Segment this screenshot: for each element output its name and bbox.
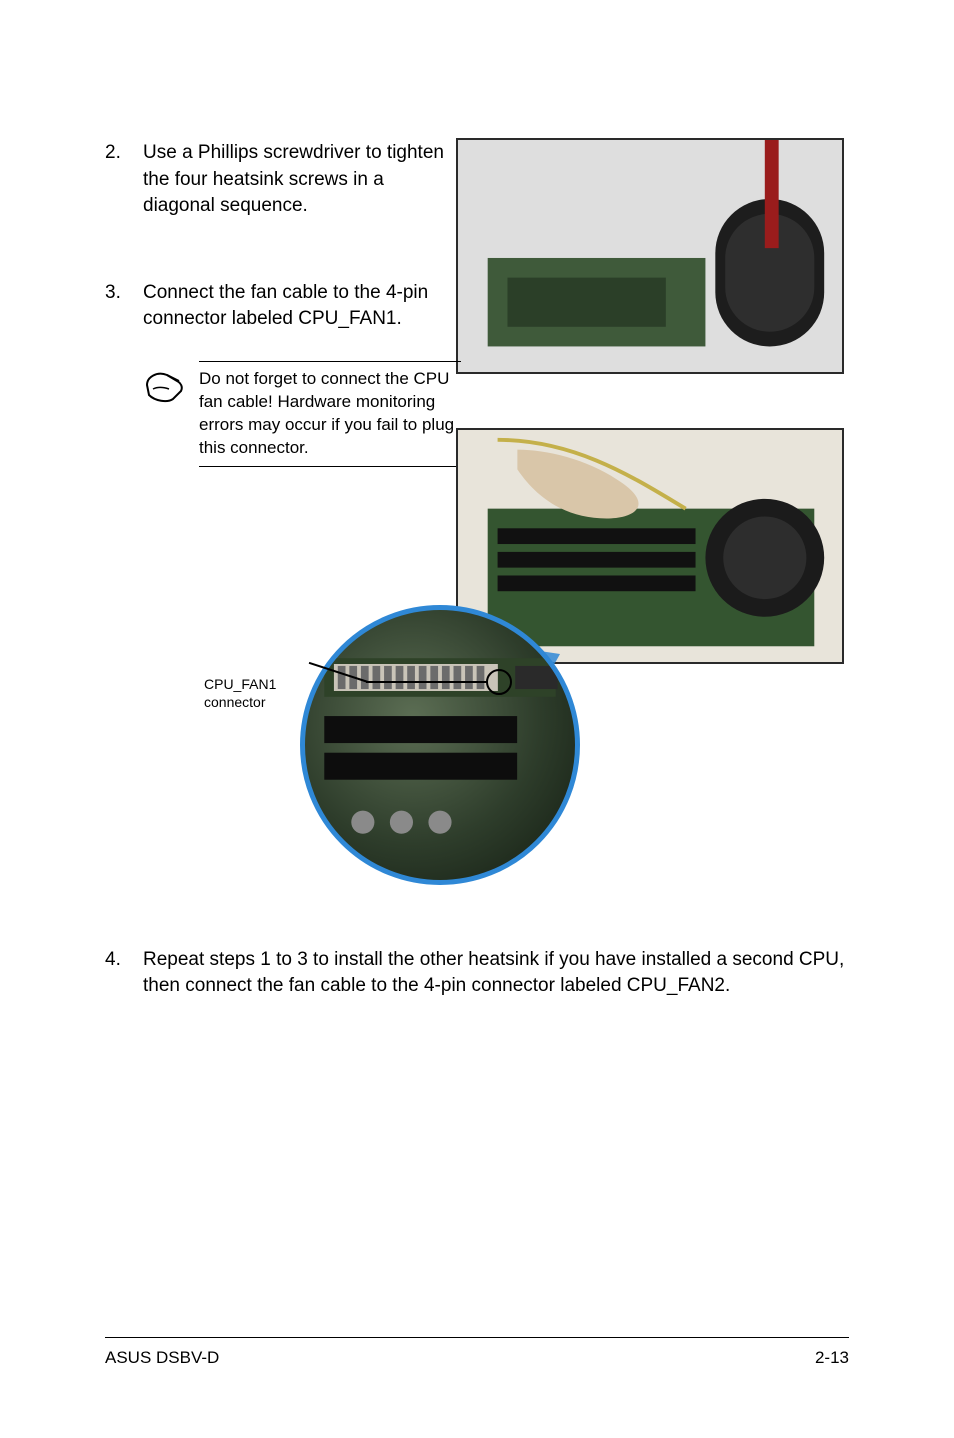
note-text-wrap: Do not forget to connect the CPU fan cab… [199, 361, 461, 467]
step-number: 4. [105, 947, 143, 974]
step-text: Connect the fan cable to the 4-pin conne… [143, 280, 453, 467]
step-number: 3. [105, 280, 143, 307]
hand-note-icon [143, 361, 199, 405]
step-4: 4. Repeat steps 1 to 3 to install the ot… [105, 947, 849, 1000]
cpu-fan-label-line2: connector [204, 694, 265, 710]
note-rule-bottom [199, 466, 461, 467]
footer-right: 2-13 [815, 1348, 849, 1368]
zoom-circle [300, 605, 580, 885]
step-3-text: Connect the fan cable to the 4-pin conne… [143, 280, 453, 333]
page-footer: ASUS DSBV-D 2-13 [105, 1337, 849, 1368]
step-text: Repeat steps 1 to 3 to install the other… [143, 947, 849, 1000]
step-text: Use a Phillips screwdriver to tighten th… [143, 140, 453, 220]
footer-left: ASUS DSBV-D [105, 1348, 219, 1368]
note-block: Do not forget to connect the CPU fan cab… [143, 361, 483, 467]
cpu-fan-label-line1: CPU_FAN1 [204, 676, 276, 692]
connector-leader-line [366, 681, 488, 683]
note-rule-top [199, 361, 461, 362]
zoom-callout: CPU_FAN1 connector [300, 605, 580, 885]
page: 2. Use a Phillips screwdriver to tighten… [0, 0, 954, 1438]
connector-marker-circle [486, 669, 512, 695]
cpu-fan-label: CPU_FAN1 connector [204, 675, 294, 711]
note-text: Do not forget to connect the CPU fan cab… [199, 368, 461, 460]
step-number: 2. [105, 140, 143, 167]
